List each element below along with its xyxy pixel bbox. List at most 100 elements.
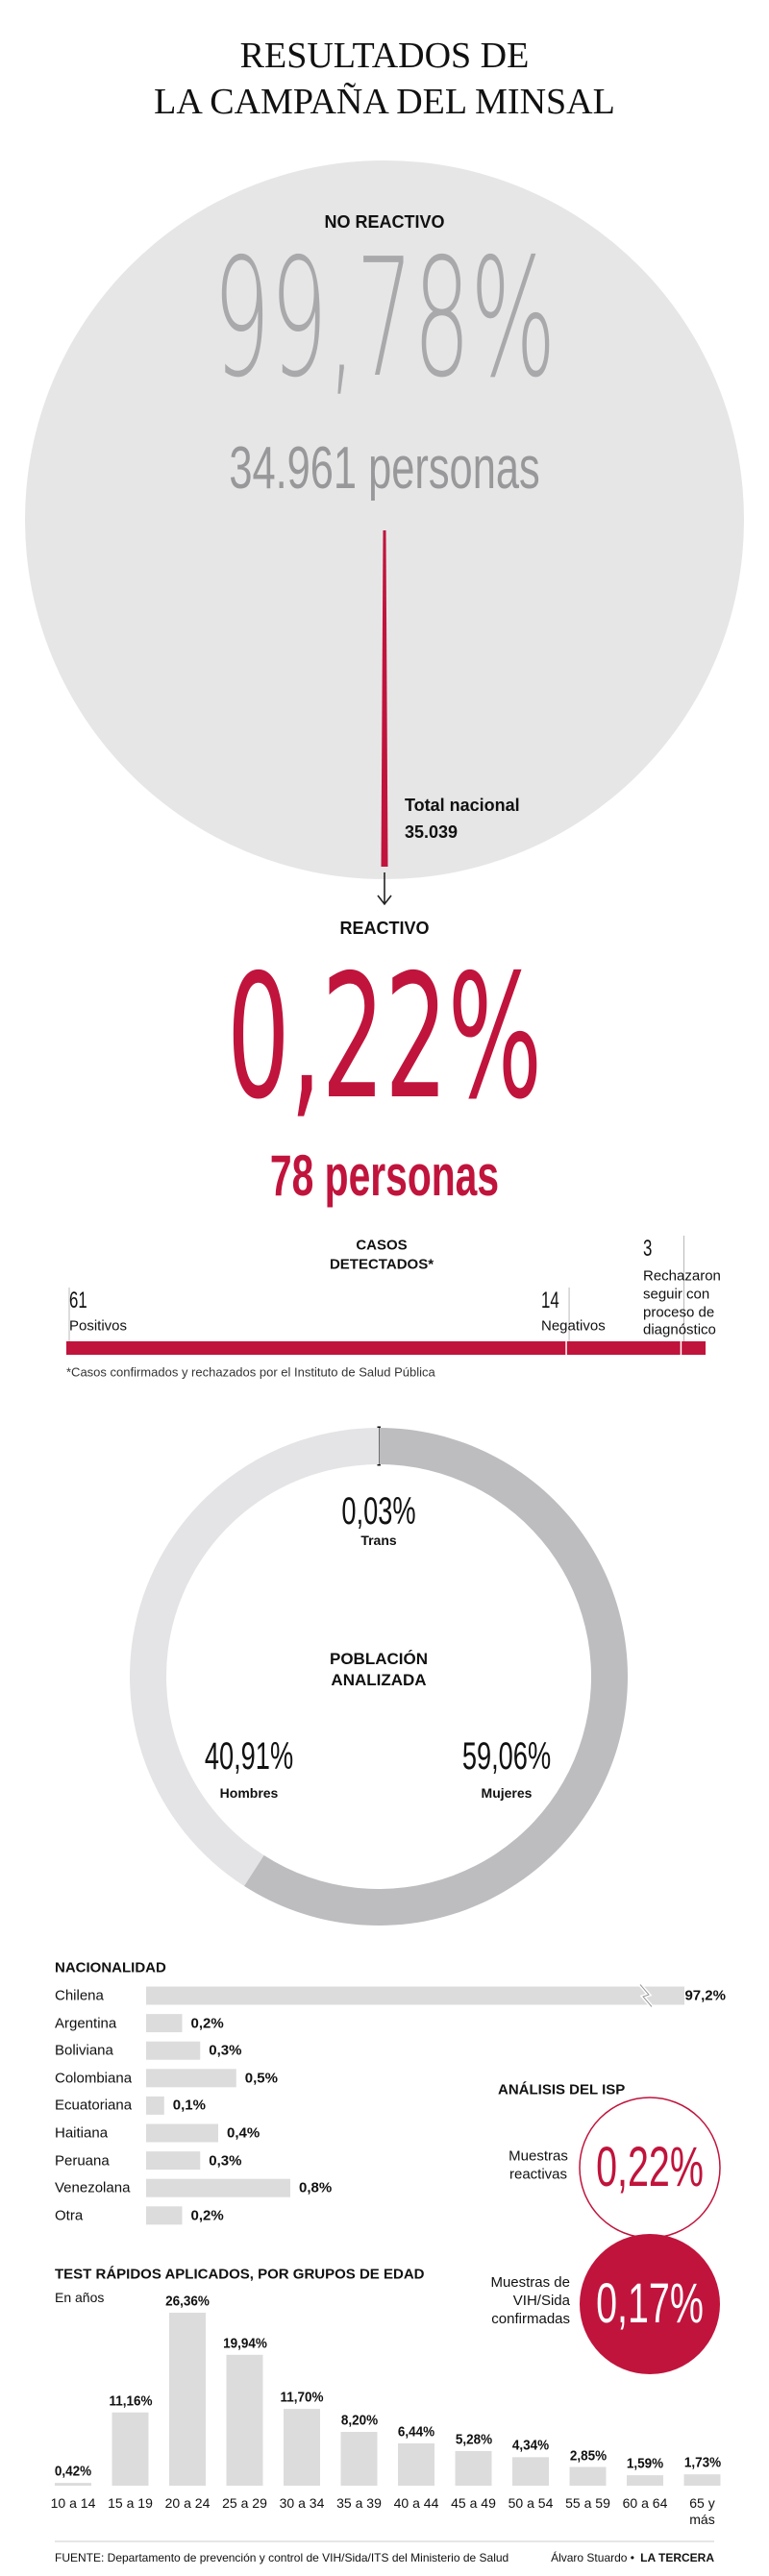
value-label: 1,73%: [683, 2454, 721, 2471]
segment-name: Negativos: [541, 1317, 606, 1335]
isp-circle: [580, 2234, 720, 2374]
isp-label: Muestras de VIH/Sida confirmadas: [490, 2273, 570, 2327]
category-label: 50 a 54: [508, 2495, 554, 2511]
label: REACTIVO: [339, 919, 430, 938]
label: NO REACTIVO: [324, 212, 445, 232]
bar: [146, 2206, 183, 2225]
segment-value: 61: [69, 1288, 87, 1313]
bar: [146, 2096, 164, 2115]
bar: [683, 2474, 721, 2486]
value-label: 26,36%: [165, 2293, 210, 2310]
category-label: Otra: [55, 2207, 84, 2224]
note: *Casos confirmados y rechazados por el I…: [66, 1364, 435, 1380]
category-label: 60 a 64: [622, 2495, 668, 2511]
value-label: 2,85%: [569, 2447, 607, 2465]
total-value: 35.039: [405, 822, 459, 842]
people: 78 personas: [269, 1143, 500, 1208]
people: 34.961 personas: [229, 435, 540, 502]
bar: [398, 2443, 434, 2486]
big-percent: 0,22%: [227, 938, 542, 1137]
isp-title: ANÁLISIS DEL ISP: [498, 2081, 626, 2098]
category-label: Chilena: [55, 1987, 104, 2004]
segment-value: 14: [541, 1288, 559, 1313]
bar: [146, 2041, 201, 2060]
category-label: 45 a 49: [451, 2495, 496, 2511]
value-label: 4,34%: [511, 2437, 550, 2454]
category-label: Peruana: [55, 2152, 110, 2170]
arrow: [377, 872, 392, 906]
chart-subtitle: En años: [55, 2290, 105, 2305]
donut-segment: [129, 1428, 379, 1886]
category-label: 20 a 24: [164, 2495, 211, 2511]
bar: [226, 2354, 263, 2486]
chart-title: POBLACIÓN ANALIZADA: [330, 1649, 428, 1689]
category-label: Argentina: [55, 2015, 117, 2032]
bar: [146, 2178, 290, 2197]
value-label: 0,42%: [54, 2463, 92, 2480]
category-label: Colombiana: [55, 2070, 133, 2087]
category-label: 55 a 59: [565, 2495, 610, 2511]
segment-value: 3: [643, 1236, 653, 1262]
bar: [146, 2123, 218, 2143]
donut-category: Mujeres: [481, 1785, 533, 1801]
isp-value: 0,22%: [596, 2136, 704, 2198]
value-label: 5,28%: [455, 2431, 492, 2448]
bar: [569, 2466, 607, 2486]
bar: [512, 2457, 549, 2486]
value-label: 0,2%: [190, 2015, 224, 2032]
category-label: 10 a 14: [50, 2495, 96, 2511]
credit-outlet: LA TERCERA: [640, 2551, 714, 2564]
category-label: 30 a 34: [279, 2495, 325, 2511]
segment-name: Rechazaron seguir con proceso de diagnós…: [643, 1267, 721, 1338]
value-label: 1,59%: [626, 2455, 664, 2472]
total-label: Total nacional: [405, 796, 520, 815]
title: LA CAMPAÑA DEL MINSAL: [154, 82, 615, 122]
chart-title: NACIONALIDAD: [55, 1959, 166, 1976]
bar: [284, 2409, 320, 2486]
bar: [340, 2431, 378, 2486]
chart-title: TEST RÁPIDOS APLICADOS, POR GRUPOS DE ED…: [55, 2266, 425, 2283]
value-label: 11,16%: [108, 2392, 153, 2410]
bar-segment: [66, 1341, 567, 1355]
donut-category: Trans: [360, 1533, 397, 1548]
bar: [112, 2412, 149, 2486]
title: RESULTADOS DE: [239, 36, 530, 76]
category-label: Haitiana: [55, 2124, 109, 2142]
big-percent: 99,78%: [212, 224, 557, 414]
reactive-pointer: [381, 530, 388, 867]
category-label: 25 a 29: [222, 2495, 267, 2511]
isp-label: Muestras reactivas: [509, 2147, 568, 2182]
non-reactive-circle: [25, 160, 744, 879]
segment-name: Positivos: [69, 1317, 128, 1335]
bar: [55, 2483, 91, 2486]
bar-segment: [681, 1341, 706, 1355]
value-label: 0,3%: [209, 2152, 242, 2170]
category-label: 40 a 44: [393, 2495, 439, 2511]
category-label: 15 a 19: [108, 2495, 153, 2511]
category-label: 35 a 39: [336, 2495, 382, 2511]
credit-author: Álvaro Stuardo •: [551, 2551, 634, 2564]
donut-value: 40,91%: [204, 1735, 294, 1778]
value-label: 19,94%: [222, 2335, 267, 2352]
category-label: 65 y más: [689, 2495, 715, 2527]
value-label: 8,20%: [340, 2412, 378, 2429]
value-label: 0,1%: [172, 2097, 206, 2114]
value-label: 11,70%: [280, 2389, 324, 2406]
bar-segment: [566, 1341, 682, 1355]
value-label: 6,44%: [397, 2423, 435, 2441]
source: FUENTE: Departamento de prevención y con…: [55, 2551, 509, 2564]
bar: [169, 2312, 206, 2486]
donut-segment: [243, 1428, 628, 1926]
category-label: Boliviana: [55, 2042, 113, 2059]
bar: [146, 2151, 201, 2171]
bar: [627, 2475, 663, 2486]
value-label: 0,8%: [299, 2179, 333, 2196]
value-label: 0,2%: [190, 2207, 224, 2224]
bar: [146, 2069, 236, 2088]
chart-title: CASOS DETECTADOS*: [329, 1237, 434, 1273]
axis-break: [639, 1984, 653, 2007]
donut-value: 0,03%: [341, 1490, 416, 1533]
category-label: Ecuatoriana: [55, 2097, 133, 2114]
